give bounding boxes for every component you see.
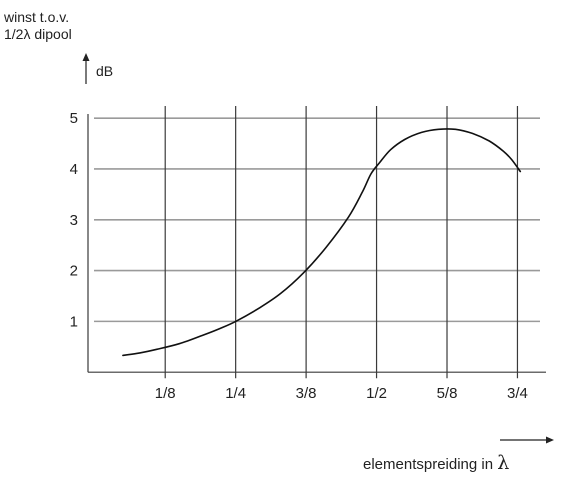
x-tick-label-5/8: 5/8 [437, 385, 458, 402]
x-tick-label-3/4: 3/4 [507, 385, 528, 402]
y-tick-label-2: 2 [70, 263, 78, 280]
y-axis-label-line-1: winst t.o.v. [4, 9, 70, 25]
x-tick-label-1/4: 1/4 [225, 385, 246, 402]
x-tick-label-3/8: 3/8 [296, 385, 317, 402]
y-tick-label-5: 5 [70, 110, 78, 127]
x-axis-unit-symbol: λ [497, 452, 510, 474]
x-tick-label-1/2: 1/2 [366, 385, 387, 402]
axes [82, 53, 554, 444]
x-axis-label: elementspreiding in λ [363, 452, 509, 474]
horizontal-gridlines [94, 117, 540, 323]
x-tick-labels: 1/8 1/4 3/8 1/2 5/8 3/4 [155, 385, 528, 402]
y-tick-label-4: 4 [70, 161, 78, 178]
y-tick-label-3: 3 [70, 212, 78, 229]
y-tick-label-1: 1 [70, 313, 78, 330]
y-unit-arrow-head [82, 53, 90, 61]
series-group [122, 128, 522, 357]
x-unit-arrow-head [546, 436, 554, 444]
x-tick-label-1/8: 1/8 [155, 385, 176, 402]
y-axis-label-line-2: 1/2λ dipool [4, 26, 72, 42]
vertical-gridlines [164, 106, 519, 379]
series-line-0 [122, 128, 522, 357]
x-axis-label-text: elementspreiding in [363, 456, 494, 473]
y-tick-labels: 1 2 3 4 5 [70, 110, 78, 330]
y-axis-unit: dB [96, 63, 114, 79]
